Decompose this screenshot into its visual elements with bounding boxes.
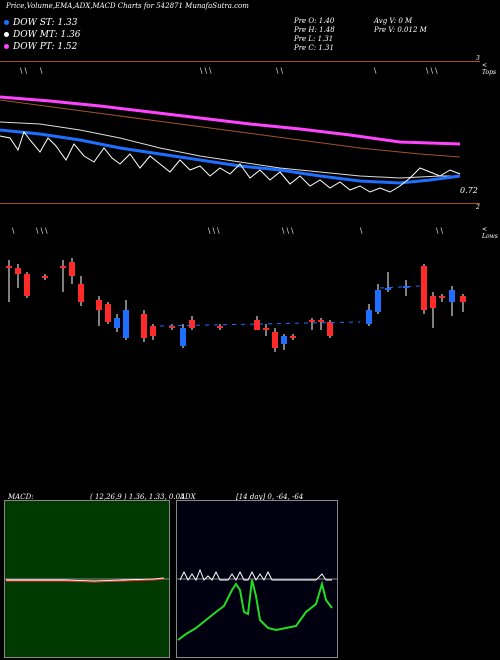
candle [150, 324, 156, 340]
top-mark: \ \ [20, 67, 28, 75]
candle [141, 310, 147, 342]
candle [290, 334, 296, 340]
top-mark: \ [374, 67, 377, 75]
ema-panel [0, 95, 461, 193]
candle [105, 302, 111, 324]
candle [114, 314, 120, 332]
candle [78, 276, 84, 306]
adx-di-line [179, 568, 332, 582]
legend-dot-blue [4, 20, 9, 25]
axis-label-mid: 2 [476, 204, 480, 211]
low-mark: \ \ \ [36, 227, 48, 235]
candle [96, 296, 102, 326]
candle [460, 294, 466, 312]
lows-tag: < Lows [482, 226, 498, 240]
candle [169, 324, 175, 330]
price-close-line [0, 130, 461, 193]
candle [254, 316, 260, 330]
pink-dow-pt-line [0, 95, 461, 146]
legend-label: DOW MT: 1.36 [13, 30, 81, 40]
candle [217, 324, 223, 330]
top-mark: \ \ [276, 67, 284, 75]
ohlc-close: Pre C: 1.31 [294, 44, 334, 52]
brown-ema-line [0, 99, 461, 158]
candle [15, 264, 21, 288]
adx-green-line [177, 579, 333, 641]
low-mark: \ \ \ [208, 227, 220, 235]
candle [6, 260, 12, 302]
separator-line [0, 203, 480, 204]
low-marks: \ \ \ \ \ \ \ \ \ \ \ \ \ [12, 227, 444, 235]
last-price-label: 0.72 [460, 186, 478, 195]
adx-label: ADX [180, 493, 196, 501]
legend-dow-pt: DOW PT: 1.52 [4, 42, 77, 52]
blue-dow-st-line [0, 128, 461, 185]
tops-tag: < Tops [482, 62, 497, 76]
adx-params: [14 day] 0, -64, -64 [236, 493, 304, 501]
chart-title: Price,Volume,EMA,ADX,MACD Charts for 542… [6, 2, 249, 10]
ohlc-pre-volume: Pre V: 0.012 M [374, 26, 427, 34]
blue-dashed-line [379, 285, 421, 289]
axis-label-top: 3 [476, 55, 480, 62]
low-mark: \ \ \ [282, 227, 294, 235]
separator-line [0, 61, 480, 62]
ohlc-low: Pre L: 1.31 [294, 35, 334, 43]
legend-label: DOW PT: 1.52 [13, 42, 78, 52]
candle [69, 258, 75, 284]
top-marks: \ \ \ \ \ \ \ \ \ \ \ \ [20, 67, 438, 75]
candle [180, 324, 186, 348]
candle [403, 280, 409, 296]
candle [309, 318, 315, 330]
candle [439, 294, 445, 302]
macd-label: MACD: [8, 493, 34, 501]
candle [60, 260, 66, 292]
candle [263, 324, 269, 336]
candle [272, 328, 278, 352]
ohlc-avg-volume: Avg V: 0 M [374, 17, 413, 25]
candle [449, 286, 455, 316]
candle [318, 318, 324, 330]
blue-dashed-line [159, 321, 361, 327]
legend-dow-mt: DOW MT: 1.36 [4, 30, 81, 40]
candle [366, 304, 372, 326]
low-mark: \ [360, 227, 363, 235]
candle [189, 316, 195, 330]
low-mark: \ \ [436, 227, 444, 235]
adx-panel [176, 500, 338, 658]
candle [385, 272, 391, 292]
legend-label: DOW ST: 1.33 [13, 18, 78, 28]
low-mark: \ [12, 227, 15, 235]
candle [421, 264, 427, 314]
candle [42, 274, 48, 280]
legend-dot-white [4, 32, 9, 37]
macd-params: ( 12,26,9 ) 1.36, 1.33, 0.03 [90, 493, 185, 501]
macd-line [6, 577, 165, 582]
legend-dow-st: DOW ST: 1.33 [4, 18, 78, 28]
candle [327, 320, 333, 338]
candle [123, 300, 129, 340]
candle [430, 292, 436, 328]
candle [375, 284, 381, 314]
white-dow-mt-line [0, 121, 460, 179]
ohlc-high: Pre H: 1.48 [294, 26, 335, 34]
macd-signal-line [6, 578, 165, 583]
top-mark: \ \ \ [200, 67, 212, 75]
ohlc-open: Pre O: 1.40 [294, 17, 335, 25]
legend-dot-pink [4, 44, 9, 49]
top-mark: \ [40, 67, 43, 75]
candlestick-panel [6, 258, 466, 352]
macd-panel [4, 500, 170, 658]
top-mark: \ \ \ [426, 67, 438, 75]
candle [281, 334, 287, 350]
candle [24, 272, 30, 298]
